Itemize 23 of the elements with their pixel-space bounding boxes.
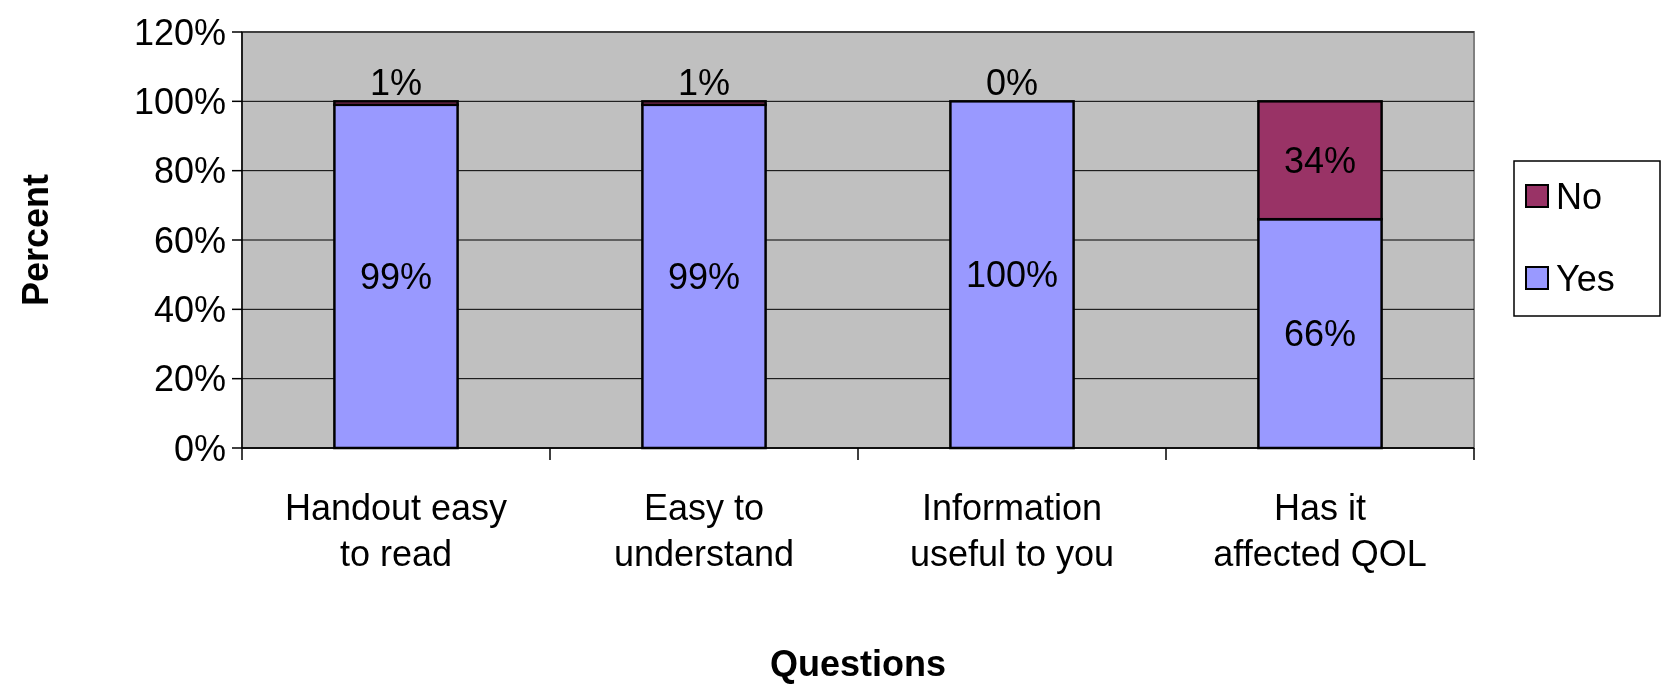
data-label: 1%	[369, 62, 423, 104]
legend-label: No	[1556, 175, 1603, 217]
x-tick-label: Has it affected QOL	[1213, 487, 1427, 574]
y-tick-label: 20%	[153, 358, 226, 400]
data-label: 0%	[985, 62, 1039, 104]
data-label: 1%	[677, 62, 731, 104]
data-label: 66%	[1283, 313, 1357, 355]
y-tick-label: 60%	[153, 219, 226, 261]
x-tick-label: Handout easy to read	[284, 487, 508, 574]
x-tick-label: Information useful to you	[909, 487, 1115, 574]
y-tick-label: 80%	[153, 150, 226, 192]
y-tick-label: 100%	[133, 80, 226, 122]
data-label: 100%	[965, 254, 1059, 296]
data-label: 99%	[359, 255, 433, 297]
data-label: 34%	[1283, 139, 1357, 181]
data-label: 99%	[667, 255, 741, 297]
y-tick-label: 0%	[173, 427, 226, 469]
x-axis-title: Questions	[769, 643, 947, 684]
y-axis-title: Percent	[15, 173, 56, 307]
legend-label: Yes	[1556, 257, 1615, 299]
x-tick-label: Easy to understand	[613, 487, 795, 574]
y-tick-label: 40%	[153, 288, 226, 330]
y-tick-label: 120%	[133, 11, 226, 53]
